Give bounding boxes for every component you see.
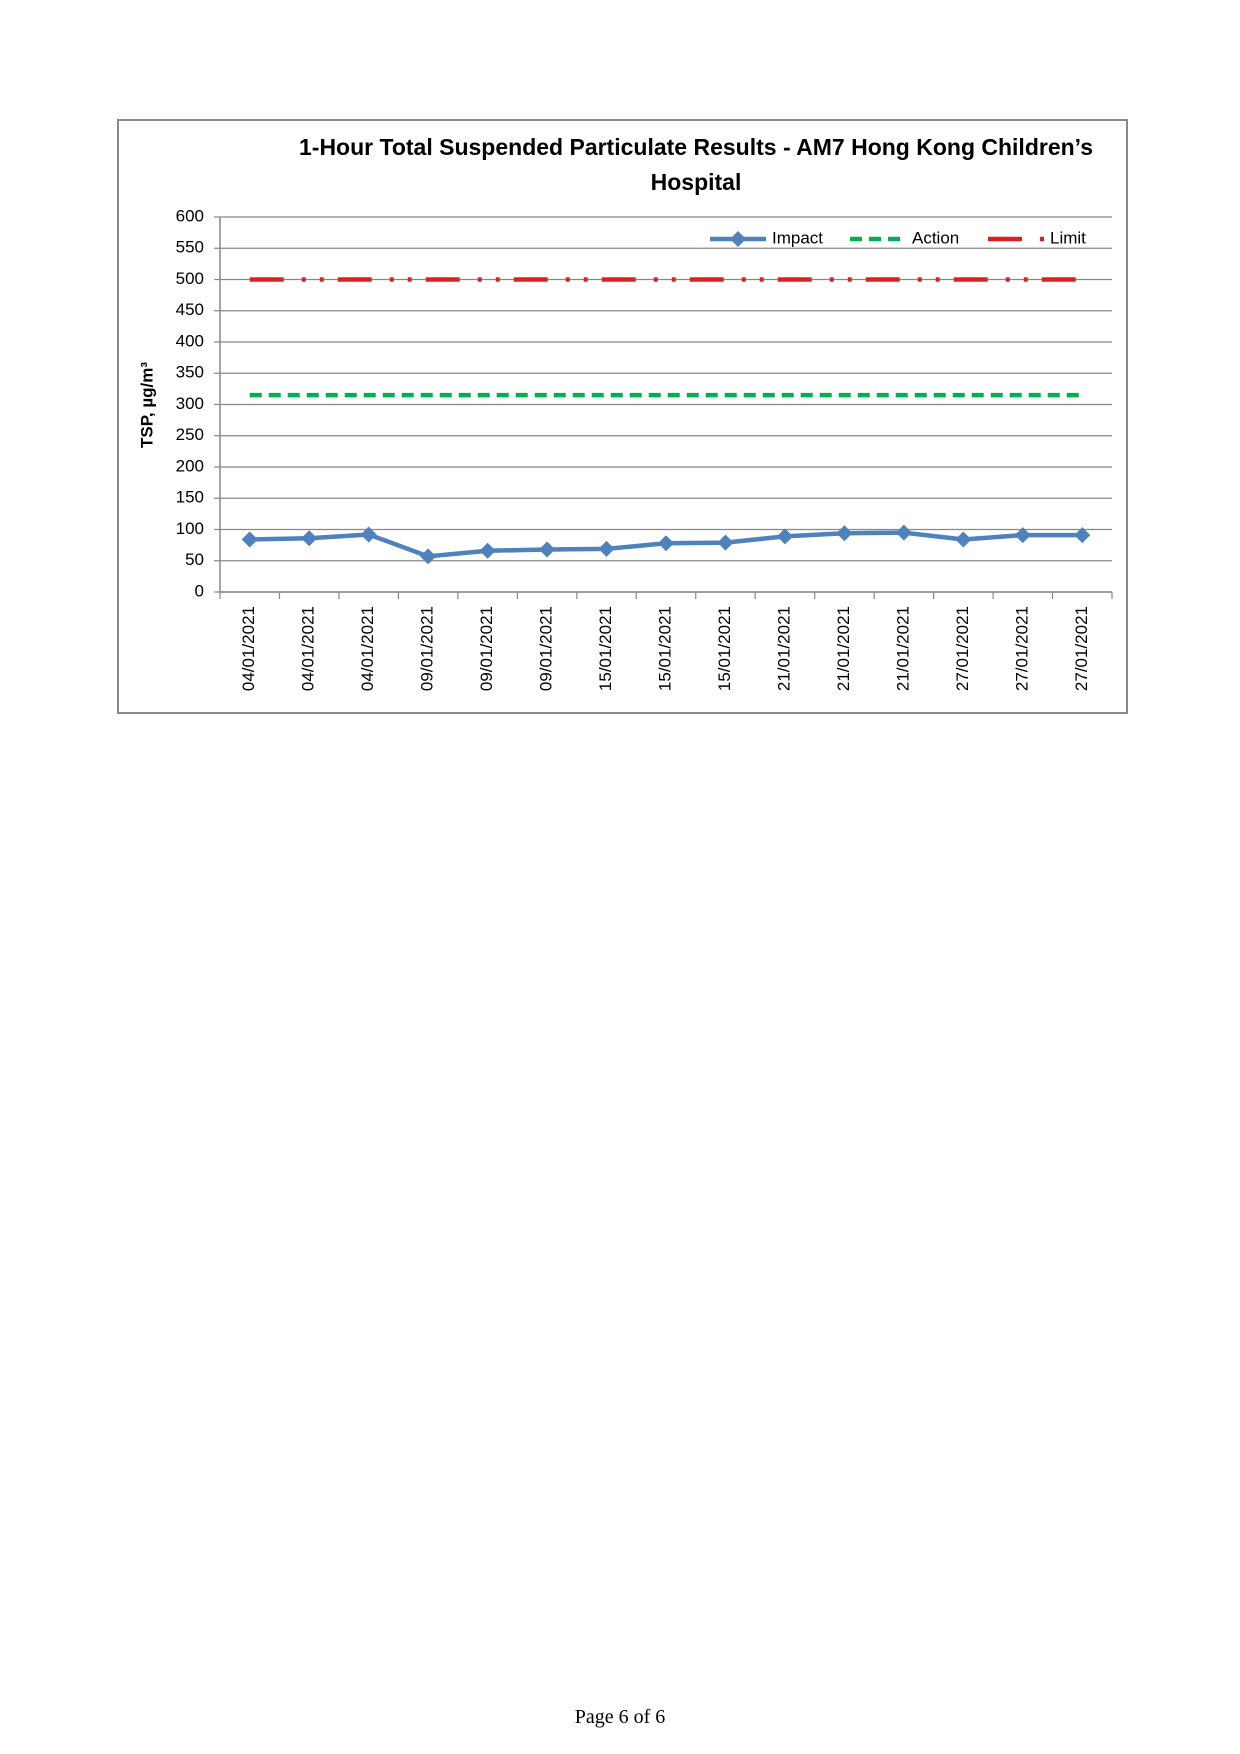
x-tick-label: 04/01/2021 — [239, 606, 258, 691]
point-marker — [1014, 527, 1031, 544]
point-marker — [598, 540, 615, 557]
x-tick-label: 27/01/2021 — [1072, 606, 1091, 691]
y-tick-label: 200 — [176, 456, 204, 475]
x-tick-label: 04/01/2021 — [358, 606, 377, 691]
x-tick-label: 15/01/2021 — [715, 606, 734, 691]
y-tick-label: 400 — [176, 331, 204, 350]
x-tick-label: 09/01/2021 — [537, 606, 556, 691]
y-tick-label: 150 — [176, 488, 204, 507]
point-marker — [776, 528, 793, 545]
page-footer: Page 6 of 6 — [574, 1706, 666, 1728]
x-tick-label: 15/01/2021 — [596, 606, 615, 691]
y-tick-label: 450 — [176, 300, 204, 319]
point-marker — [658, 535, 674, 552]
x-tick-label: 09/01/2021 — [418, 606, 437, 691]
x-tick-label: 09/01/2021 — [477, 606, 496, 691]
x-tick-label: 21/01/2021 — [893, 606, 912, 691]
y-tick-label: 50 — [185, 550, 204, 569]
y-tick-label: 350 — [176, 363, 204, 382]
y-tick-label: 250 — [176, 425, 204, 444]
legend-label: Impact — [772, 228, 823, 247]
y-tick-label: 600 — [176, 206, 204, 225]
point-marker — [539, 541, 556, 558]
chart-frame — [117, 119, 1128, 714]
point-marker — [717, 534, 734, 551]
point-marker — [360, 526, 377, 543]
x-tick-label: 27/01/2021 — [953, 606, 972, 691]
point-marker — [241, 531, 258, 548]
point-marker — [1074, 527, 1091, 544]
x-tick-label: 27/01/2021 — [1012, 606, 1031, 691]
point-marker — [955, 531, 972, 548]
point-marker — [895, 524, 912, 541]
point-marker — [301, 530, 318, 547]
x-tick-label: 21/01/2021 — [774, 606, 793, 691]
y-tick-label: 300 — [176, 394, 204, 413]
x-tick-label: 15/01/2021 — [655, 606, 674, 691]
point-marker — [479, 542, 496, 559]
y-axis-label: TSP, µg/m³ — [137, 362, 156, 448]
point-marker — [836, 525, 853, 542]
y-tick-label: 100 — [176, 519, 204, 538]
x-tick-label: 21/01/2021 — [834, 606, 853, 691]
legend-label: Action — [912, 228, 959, 247]
y-tick-label: 0 — [195, 581, 204, 600]
legend-label: Limit — [1050, 228, 1086, 247]
y-tick-label: 550 — [176, 238, 204, 257]
chart-title: 1-Hour Total Suspended Particulate Resul… — [299, 134, 1093, 195]
y-tick-label: 500 — [176, 269, 204, 288]
legend-marker — [730, 231, 746, 247]
x-tick-label: 04/01/2021 — [299, 606, 318, 691]
point-marker — [420, 548, 437, 565]
